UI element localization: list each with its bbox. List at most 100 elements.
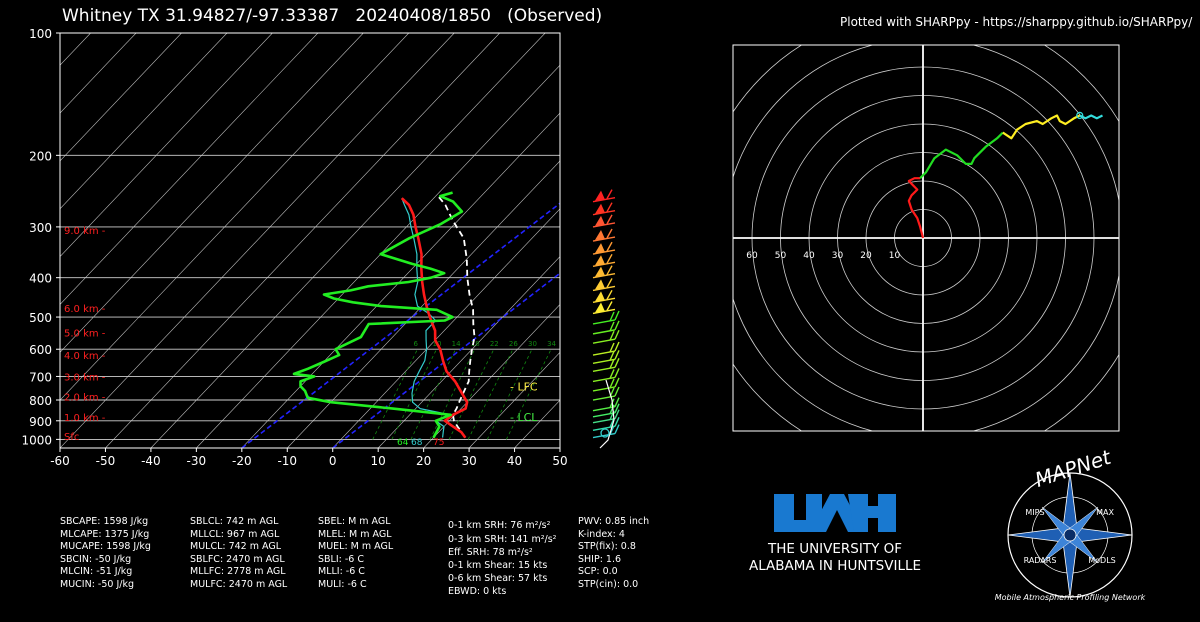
mapnet-word: MoDLS [1088, 556, 1116, 565]
pressure-tick-label: 600 [29, 343, 52, 357]
wind-barb-shaft [592, 338, 616, 344]
pressure-tick-label: 900 [29, 415, 52, 429]
height-label: 2.0 km - [64, 393, 106, 404]
index-line: PWV: 0.85 inch [578, 516, 650, 527]
wind-barb-flag [614, 320, 620, 331]
hodograph-range-label: 20 [860, 251, 872, 261]
indices-col-1: SBCAPE: 1598 J/kg MLCAPE: 1375 J/kg MUCAPE… [60, 491, 151, 604]
wind-barb-pennant [595, 230, 605, 241]
index-line: MULFC: 2470 m AGL [190, 578, 288, 590]
surface-dewpoint-value: 64 [397, 438, 409, 448]
height-label: 4.0 km - [64, 351, 106, 362]
index-line: MUCIN: -50 J/kg [60, 578, 134, 590]
hodograph-range-label: 70 [718, 251, 730, 261]
hodograph-range-label: 10 [889, 251, 901, 261]
mixing-ratio-label: 18 [471, 340, 480, 348]
isotherm-line [60, 33, 228, 210]
height-label: 9.0 km - [64, 226, 106, 237]
temperature-tick-label: -50 [96, 454, 116, 468]
index-line: STP(fix): 0.8 [578, 541, 636, 552]
wind-barb [592, 358, 620, 373]
index-line: MLLI: -6 C [318, 566, 365, 577]
wind-barb-flag [614, 377, 620, 388]
mixing-ratio-label: 30 [528, 340, 537, 348]
wind-barb [592, 278, 616, 292]
wind-barb-flag [609, 311, 615, 322]
wind-barb-shaft [592, 376, 616, 383]
isotherm-line [105, 33, 500, 448]
wind-barb-pennant [595, 279, 605, 290]
storm-motion-marker [1076, 111, 1084, 120]
wind-barb [592, 214, 616, 228]
isotherm-line [0, 33, 45, 448]
wind-barb [592, 253, 616, 267]
isotherm-line [60, 33, 273, 258]
temperature-tick-label: -60 [50, 454, 70, 468]
wind-barb-flag [614, 417, 620, 427]
index-line: MUEL: M m AGL [318, 541, 394, 552]
isotherm-line [60, 33, 410, 401]
hodograph-trace [1079, 114, 1103, 120]
reference-blue-dashed-line [332, 272, 560, 448]
wind-barb-flag [614, 403, 620, 414]
mixing-ratio-line [410, 349, 457, 440]
wind-barb-shaft [592, 432, 616, 439]
mapnet-logo: MAPNet MIPS MAX RADARS MoDLS Mobile Atmospher… [995, 445, 1146, 602]
surface-temperature-value: 75 [433, 438, 444, 448]
wind-barb-pennant [595, 215, 605, 226]
mixing-ratio-line [448, 349, 495, 440]
level-annotation: - LFC [510, 381, 538, 394]
uah-logo: THE UNIVERSITY OF ALABAMA IN HUNTSVILLE [745, 490, 925, 574]
wind-barb [592, 241, 616, 255]
isotherm-line [287, 160, 560, 448]
level-annotation: - LCL [510, 411, 538, 424]
hodograph-range-label: 50 [775, 251, 787, 261]
index-line: SBEL: M m AGL [318, 516, 391, 527]
mapnet-title: MAPNet [1032, 445, 1115, 492]
index-line: SHIP: 1.6 [578, 553, 622, 565]
isotherm-line [60, 33, 455, 448]
index-line: Eff. SRH: 78 m²/s² [448, 546, 533, 558]
surface-wind-marker [600, 428, 610, 438]
mixing-ratio-label: 6 [413, 340, 418, 348]
dewpoint-trace [292, 191, 464, 439]
mapnet-word: MAX [1096, 508, 1114, 517]
hodograph-range-label: 60 [746, 251, 758, 261]
wind-barb-pennant [595, 203, 605, 214]
temperature-tick-label: 0 [329, 454, 337, 468]
index-line: MULCL: 742 m AGL [190, 541, 282, 552]
wind-barb [592, 417, 620, 432]
wind-barb-shaft [592, 319, 616, 325]
mixing-ratio-label: 14 [452, 340, 461, 348]
isotherm-line [377, 256, 560, 448]
surface-wetbulb-value: 68 [411, 438, 423, 448]
compass-center-icon [1063, 528, 1077, 542]
index-line: EBWD: 0 kts [448, 586, 507, 598]
hodograph-trace [907, 177, 925, 239]
hodograph-range-label: 40 [803, 251, 815, 261]
parcel-trace [436, 194, 476, 439]
mapnet-word: MIPS [1025, 508, 1044, 517]
wind-barb [592, 289, 616, 304]
index-line: MLLCL: 967 m AGL [190, 528, 280, 540]
hodograph-frame [732, 44, 1120, 432]
wind-barb-pennant [595, 266, 605, 277]
isotherm-line [150, 33, 546, 448]
mapnet-word: RADARS [1024, 556, 1057, 565]
index-line: MULI: -6 C [318, 578, 367, 590]
isotherm-line [468, 351, 560, 448]
mixing-ratio-line [372, 349, 418, 440]
pressure-tick-label: 200 [29, 149, 52, 163]
wind-barb-flag [606, 278, 613, 288]
hodograph-plot: 70 60 50 40 30 20 10 [718, 45, 1119, 431]
isotherm-line [559, 447, 560, 448]
wind-barb [592, 320, 620, 335]
skewt-frame [59, 32, 561, 449]
wind-barb-pennant [595, 291, 605, 302]
temperature-tick-label: 20 [416, 454, 431, 468]
temperature-tick-label: 10 [371, 454, 386, 468]
wind-barb-flag [606, 301, 613, 311]
isotherm-line [332, 208, 560, 448]
hodograph-trace [919, 131, 1004, 179]
wind-barb-flag [614, 397, 620, 407]
